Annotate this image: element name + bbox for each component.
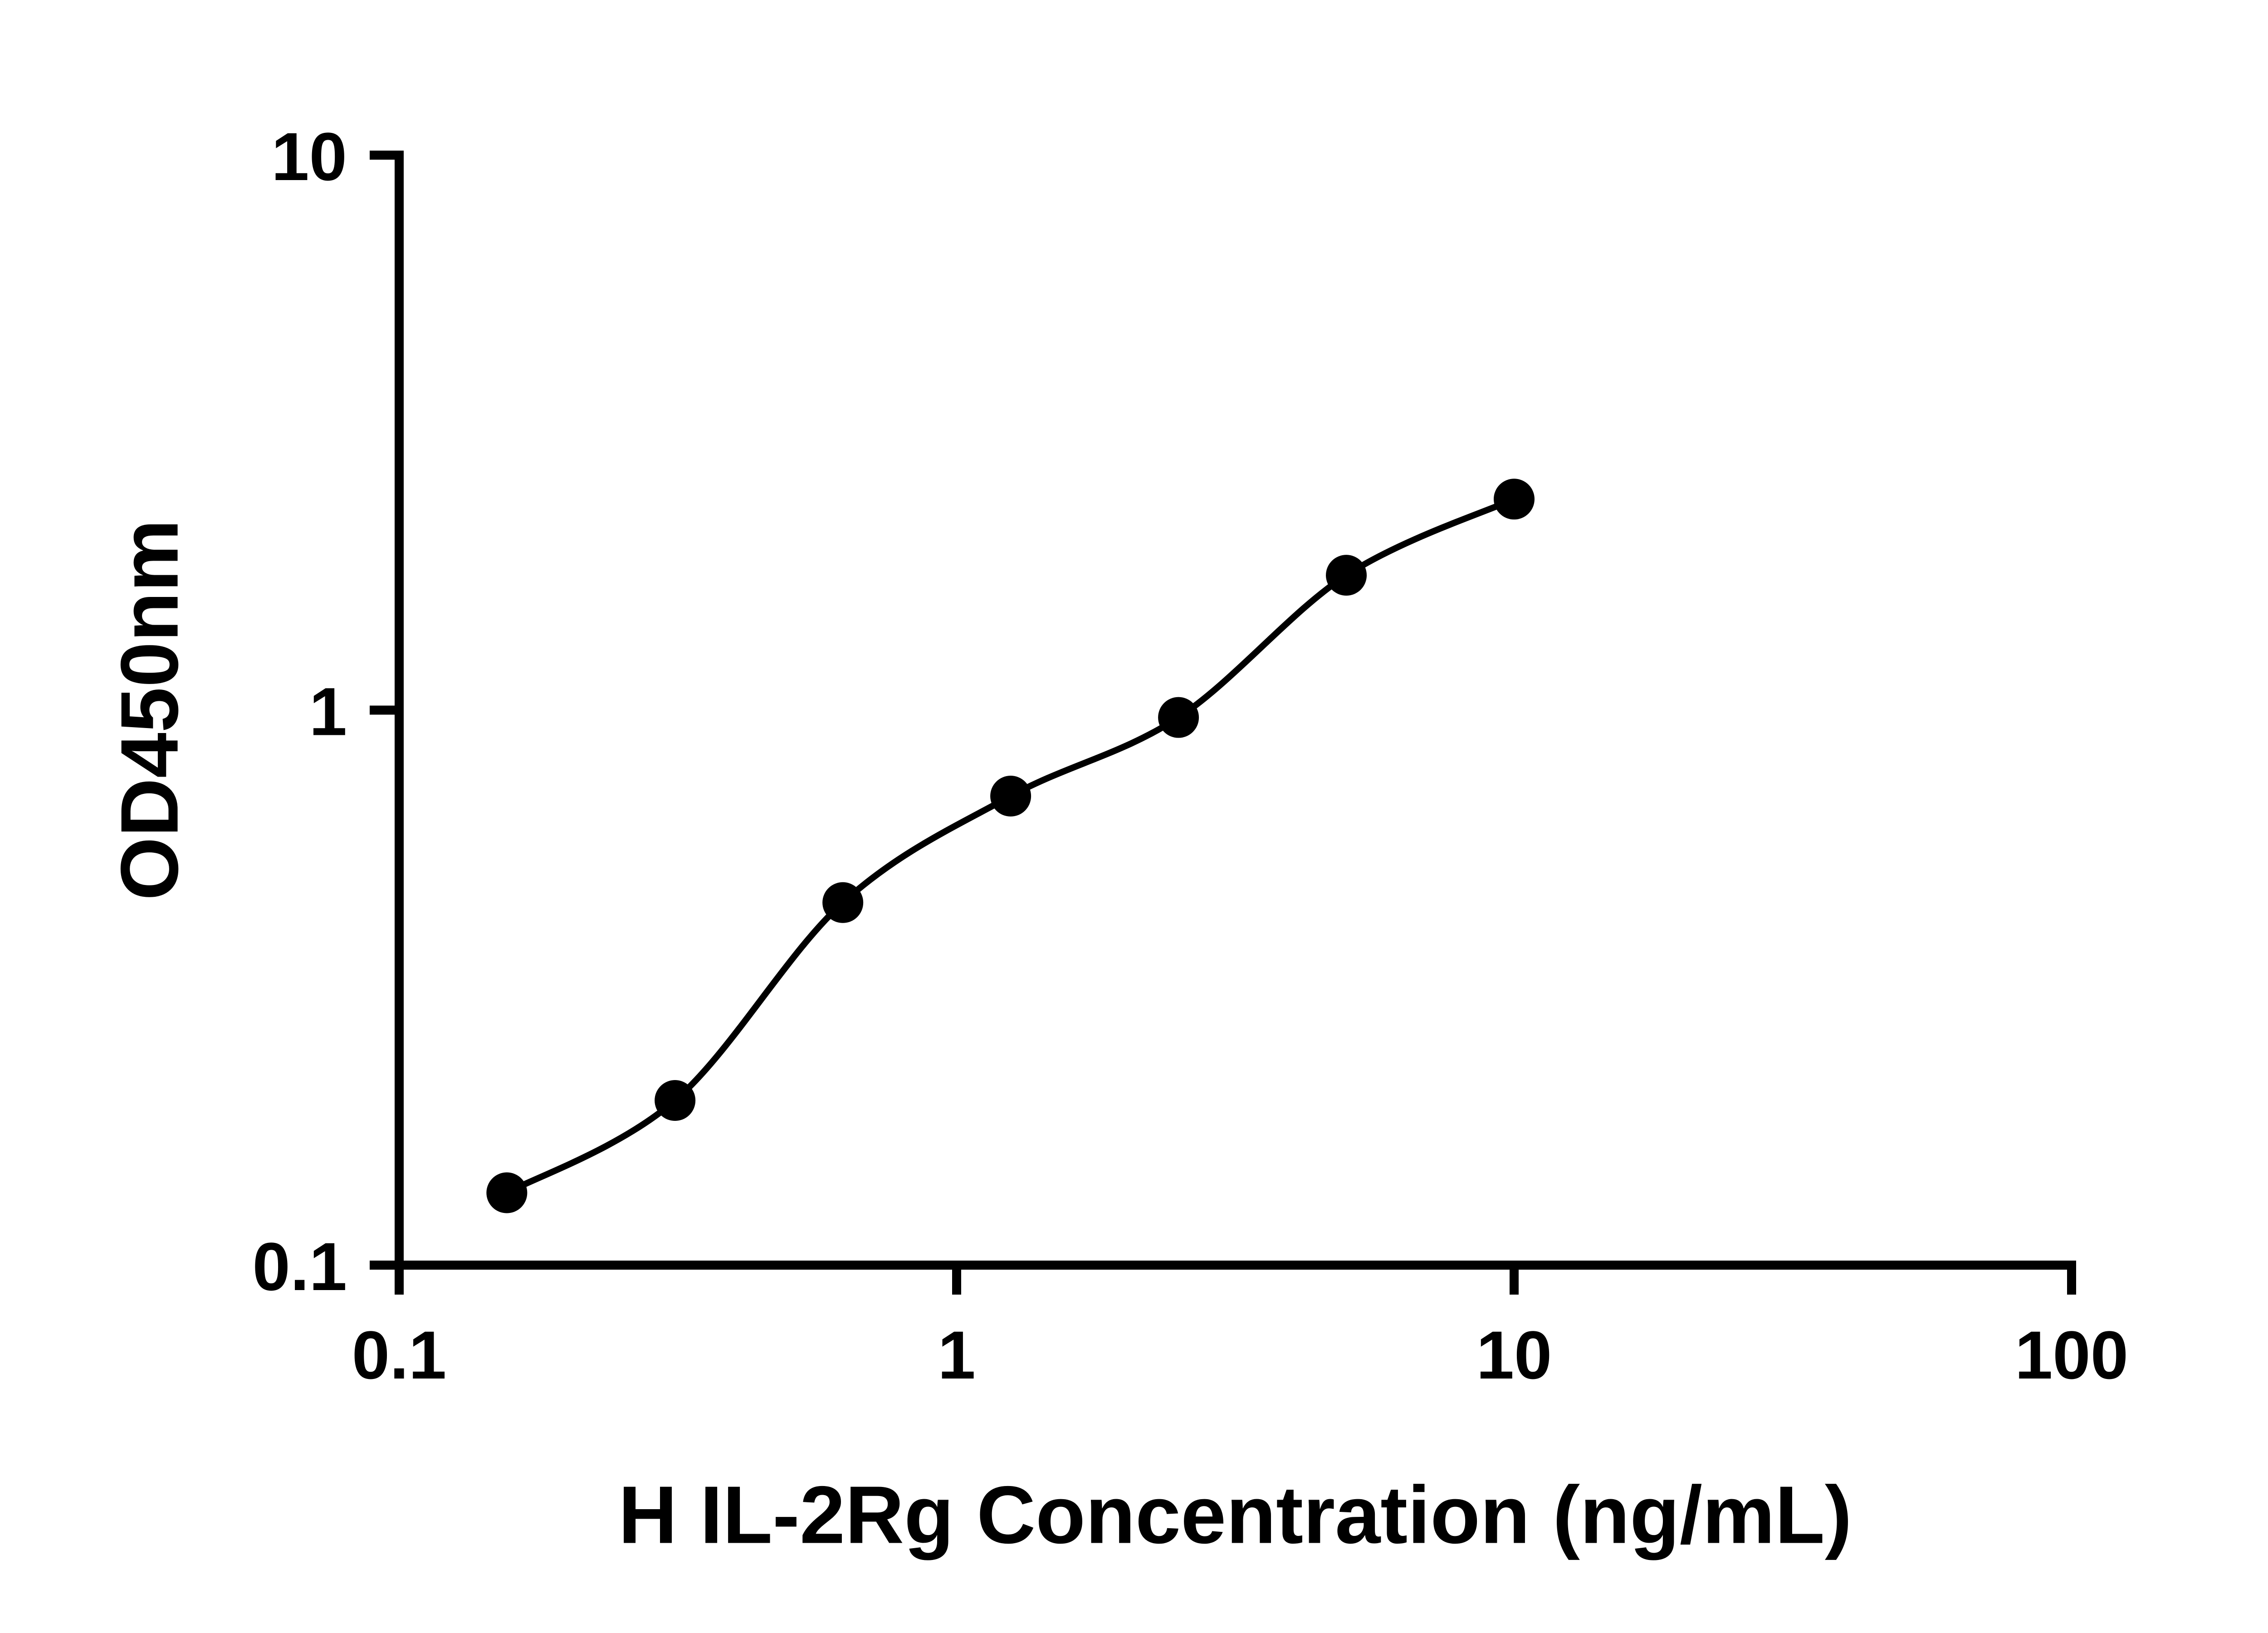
- data-point: [822, 882, 864, 923]
- x-axis-title: H IL-2Rg Concentration (ng/mL): [618, 1469, 1852, 1561]
- y-axis-title: OD450nm: [104, 519, 196, 901]
- data-point: [990, 776, 1031, 817]
- axes: [395, 151, 2076, 1270]
- x-tick-label: 0.1: [352, 1317, 447, 1393]
- data-point: [1494, 479, 1535, 520]
- data-point: [1158, 697, 1199, 738]
- y-tick-label: 0.1: [252, 1228, 347, 1305]
- data-point: [655, 1080, 696, 1121]
- data-point: [1326, 555, 1367, 596]
- y-tick-label: 1: [309, 674, 347, 750]
- fit-curve: [505, 496, 1515, 1196]
- x-tick-label: 100: [2015, 1317, 2128, 1393]
- y-tick-label: 10: [271, 118, 347, 195]
- data-point: [486, 1172, 528, 1213]
- x-tick-label: 10: [1476, 1317, 1552, 1393]
- x-tick-label: 1: [938, 1317, 975, 1393]
